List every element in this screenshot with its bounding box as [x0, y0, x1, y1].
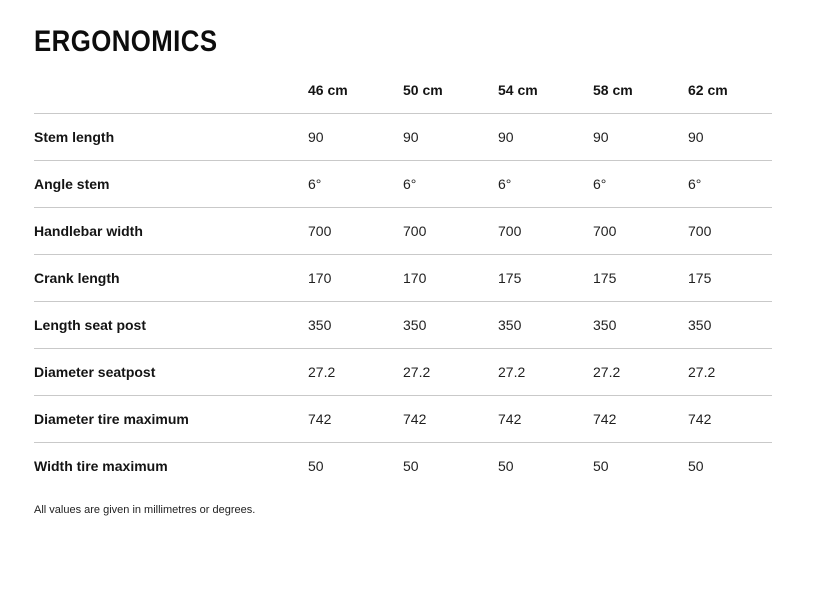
row-label: Diameter tire maximum [34, 411, 189, 427]
table-header: 46 cm 50 cm 54 cm 58 cm 62 cm [34, 67, 772, 114]
header-row: 46 cm 50 cm 54 cm 58 cm 62 cm [34, 67, 772, 114]
table-row: Length seat post 350 350 350 350 350 [34, 301, 772, 349]
cell-value: 90 [593, 129, 609, 145]
cell-value: 350 [403, 317, 427, 333]
cell-value: 742 [688, 411, 712, 427]
page-title: ERGONOMICS [34, 25, 218, 59]
row-label: Crank length [34, 270, 120, 286]
cell-value: 27.2 [308, 364, 336, 380]
cell-value: 50 [403, 458, 419, 474]
table-row: Handlebar width 700 700 700 700 700 [34, 207, 772, 255]
cell-value: 350 [593, 317, 617, 333]
cell-value: 170 [308, 270, 332, 286]
cell-value: 175 [593, 270, 617, 286]
row-label: Diameter seatpost [34, 364, 156, 380]
cell-value: 90 [688, 129, 704, 145]
table-row: Diameter seatpost 27.2 27.2 27.2 27.2 27… [34, 348, 772, 396]
cell-value: 27.2 [498, 364, 526, 380]
table-row: Crank length 170 170 175 175 175 [34, 254, 772, 302]
row-label: Length seat post [34, 317, 147, 333]
cell-value: 350 [688, 317, 712, 333]
column-header-58cm: 58 cm [593, 82, 633, 98]
table-row: Diameter tire maximum 742 742 742 742 74… [34, 395, 772, 443]
cell-value: 50 [498, 458, 514, 474]
cell-value: 90 [403, 129, 419, 145]
cell-value: 350 [308, 317, 332, 333]
cell-value: 6° [308, 176, 322, 192]
cell-value: 700 [688, 223, 712, 239]
column-header-62cm: 62 cm [688, 82, 728, 98]
cell-value: 6° [593, 176, 607, 192]
cell-value: 6° [403, 176, 417, 192]
row-label: Handlebar width [34, 223, 143, 239]
cell-value: 27.2 [593, 364, 621, 380]
table-row: Stem length 90 90 90 90 90 [34, 113, 772, 161]
cell-value: 742 [403, 411, 427, 427]
column-header-46cm: 46 cm [308, 82, 348, 98]
cell-value: 50 [308, 458, 324, 474]
cell-value: 27.2 [688, 364, 716, 380]
row-label: Stem length [34, 129, 115, 145]
cell-value: 175 [688, 270, 712, 286]
cell-value: 742 [308, 411, 332, 427]
cell-value: 350 [498, 317, 522, 333]
cell-value: 700 [308, 223, 332, 239]
cell-value: 27.2 [403, 364, 431, 380]
row-label: Angle stem [34, 176, 110, 192]
table-footnote: All values are given in millimetres or d… [34, 504, 256, 516]
column-header-54cm: 54 cm [498, 82, 538, 98]
table-row: Width tire maximum 50 50 50 50 50 [34, 442, 772, 490]
ergonomics-table: 46 cm 50 cm 54 cm 58 cm 62 cm Stem lengt… [34, 67, 772, 489]
cell-value: 50 [688, 458, 704, 474]
cell-value: 175 [498, 270, 522, 286]
cell-value: 700 [593, 223, 617, 239]
cell-value: 742 [498, 411, 522, 427]
cell-value: 700 [403, 223, 427, 239]
table-row: Angle stem 6° 6° 6° 6° 6° [34, 160, 772, 208]
table-body: Stem length 90 90 90 90 90 Angle stem 6°… [34, 113, 772, 490]
cell-value: 90 [498, 129, 514, 145]
cell-value: 700 [498, 223, 522, 239]
cell-value: 170 [403, 270, 427, 286]
column-header-50cm: 50 cm [403, 82, 443, 98]
cell-value: 90 [308, 129, 324, 145]
row-label: Width tire maximum [34, 458, 168, 474]
cell-value: 742 [593, 411, 617, 427]
cell-value: 6° [498, 176, 512, 192]
header-label-cell [34, 67, 308, 114]
cell-value: 6° [688, 176, 702, 192]
cell-value: 50 [593, 458, 609, 474]
